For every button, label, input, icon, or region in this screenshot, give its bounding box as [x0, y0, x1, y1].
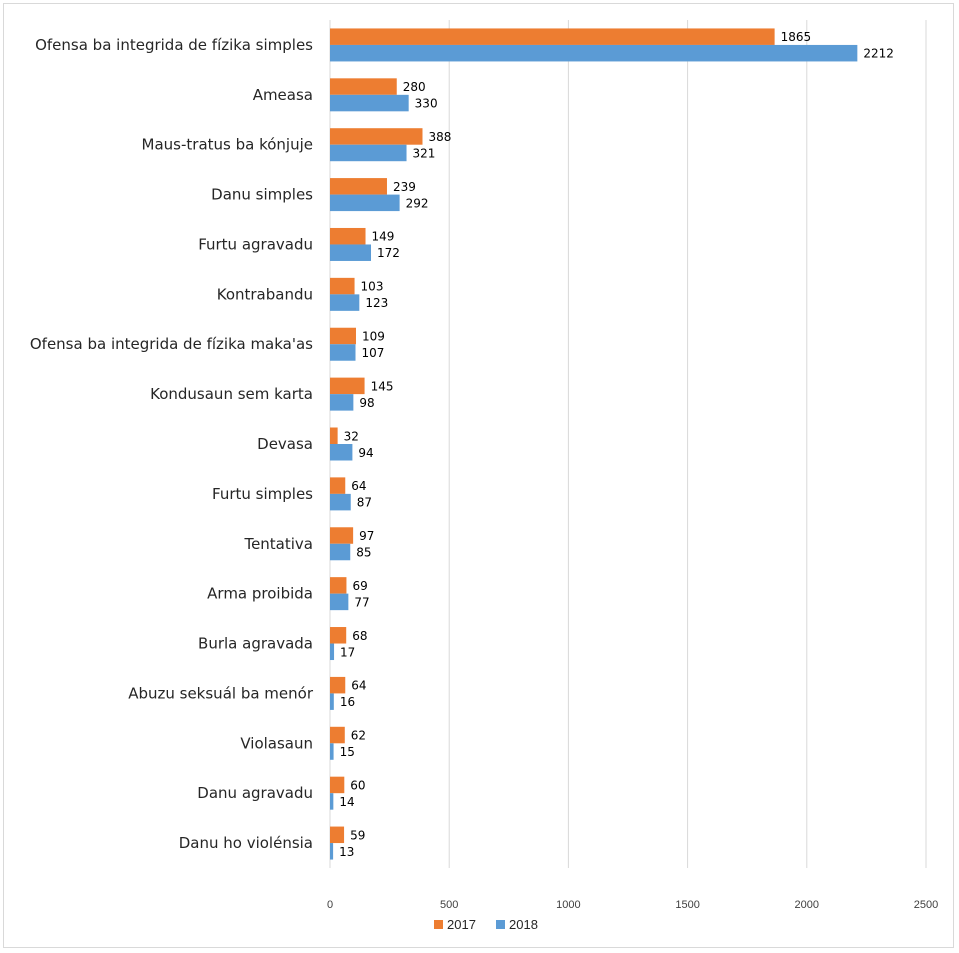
bar-2018 — [330, 543, 351, 561]
bar-2017 — [330, 776, 345, 794]
bar-2017 — [330, 627, 347, 644]
bar-2017 — [330, 477, 346, 494]
bar-2018 — [330, 94, 409, 112]
data-label-2018: 292 — [406, 196, 429, 210]
data-label-2018: 85 — [356, 546, 371, 560]
bar-2018 — [330, 493, 351, 511]
legend-label-2017: 2017 — [447, 917, 476, 932]
bar-2018 — [330, 394, 354, 411]
data-label-2017: 388 — [428, 130, 451, 144]
category-label: Furtu simples — [212, 485, 313, 503]
bar-2018 — [330, 593, 349, 611]
data-label-2017: 1865 — [781, 30, 812, 44]
data-label-2018: 77 — [354, 595, 369, 609]
data-label-2017: 60 — [350, 778, 365, 792]
bar-2018 — [330, 793, 334, 810]
bar-chart: 0 500 1000 1500 2000 2500 Ofensa ba integrida … — [30, 20, 938, 932]
data-label-2018: 13 — [339, 845, 354, 859]
bar-2018 — [330, 743, 334, 760]
data-label-2018: 17 — [340, 645, 355, 659]
data-label-2018: 15 — [340, 745, 355, 759]
category-label: Danu ho violénsia — [179, 834, 313, 852]
category-label: Furtu agravadu — [198, 235, 313, 253]
data-label-2018: 94 — [358, 446, 373, 460]
bar-2017 — [330, 826, 345, 844]
category-label: Tentativa — [243, 535, 313, 553]
bar-2017 — [330, 227, 366, 245]
x-tick-label: 500 — [440, 899, 458, 911]
category-label: Arma proibida — [207, 585, 313, 603]
category-label: Devasa — [257, 435, 313, 453]
data-label-2018: 172 — [377, 246, 400, 260]
data-label-2017: 109 — [362, 329, 385, 343]
bar-2017 — [330, 277, 355, 295]
bar-2017 — [330, 128, 423, 145]
data-label-2017: 69 — [352, 579, 367, 593]
data-label-2018: 123 — [365, 296, 388, 310]
bar-2018 — [330, 144, 407, 162]
data-label-2017: 59 — [350, 828, 365, 842]
bar-2018 — [330, 643, 335, 661]
bar-2018 — [330, 344, 356, 361]
category-label: Kontrabandu — [217, 285, 313, 303]
bar-2018 — [330, 194, 400, 212]
bar-2018 — [330, 244, 372, 261]
bar-2018 — [330, 843, 334, 860]
category-label: Burla agravada — [198, 635, 313, 653]
bar-2017 — [330, 577, 347, 594]
data-label-2018: 98 — [359, 396, 374, 410]
x-tick-label: 2000 — [795, 899, 819, 911]
bar-2018 — [330, 693, 334, 710]
x-tick-label: 2500 — [914, 899, 938, 911]
data-label-2018: 16 — [340, 695, 355, 709]
category-label: Violasaun — [240, 734, 313, 752]
legend-swatch-2018 — [496, 920, 505, 929]
x-tick-label: 1000 — [556, 899, 580, 911]
data-label-2018: 2212 — [863, 47, 894, 61]
data-label-2018: 14 — [339, 795, 354, 809]
category-label: Kondusaun sem karta — [150, 385, 313, 403]
bar-2018 — [330, 294, 360, 311]
bar-2017 — [330, 78, 397, 95]
legend-swatch-2017 — [434, 920, 443, 929]
bar-2018 — [330, 44, 858, 62]
x-tick-label: 1500 — [675, 899, 699, 911]
data-label-2018: 321 — [413, 146, 436, 160]
bar-2017 — [330, 377, 365, 395]
category-label: Abuzu seksuál ba menór — [128, 684, 314, 702]
data-label-2017: 145 — [371, 379, 394, 393]
data-label-2018: 330 — [415, 97, 438, 111]
category-label: Ofensa ba integrida de fízika simples — [35, 36, 313, 54]
category-label: Danu agravadu — [197, 784, 313, 802]
category-label: Ofensa ba integrida de fízika maka'as — [30, 335, 313, 353]
legend-label-2018: 2018 — [509, 917, 538, 932]
data-label-2017: 103 — [361, 280, 384, 294]
data-label-2017: 32 — [344, 429, 359, 443]
data-label-2017: 239 — [393, 180, 416, 194]
bar-2017 — [330, 676, 346, 694]
data-label-2017: 64 — [351, 679, 366, 693]
data-label-2017: 97 — [359, 529, 374, 543]
x-tick-label: 0 — [327, 899, 333, 911]
chart-frame: 0 500 1000 1500 2000 2500 Ofensa ba integrida … — [3, 3, 954, 948]
data-label-2017: 280 — [403, 80, 426, 94]
bar-2018 — [330, 444, 353, 461]
bar-2017 — [330, 527, 354, 544]
bar-2017 — [330, 726, 345, 744]
bar-2017 — [330, 178, 387, 195]
category-label: Danu simples — [211, 186, 313, 204]
bar-2017 — [330, 327, 356, 345]
data-label-2017: 68 — [352, 629, 367, 643]
category-label: Maus-tratus ba kónjuje — [142, 136, 313, 154]
data-label-2017: 64 — [351, 479, 366, 493]
data-label-2017: 62 — [351, 729, 366, 743]
bar-2017 — [330, 28, 775, 45]
bar-2017 — [330, 427, 338, 444]
data-label-2017: 149 — [372, 230, 395, 244]
data-label-2018: 107 — [362, 346, 385, 360]
data-label-2018: 87 — [357, 496, 372, 510]
category-label: Ameasa — [253, 86, 313, 104]
